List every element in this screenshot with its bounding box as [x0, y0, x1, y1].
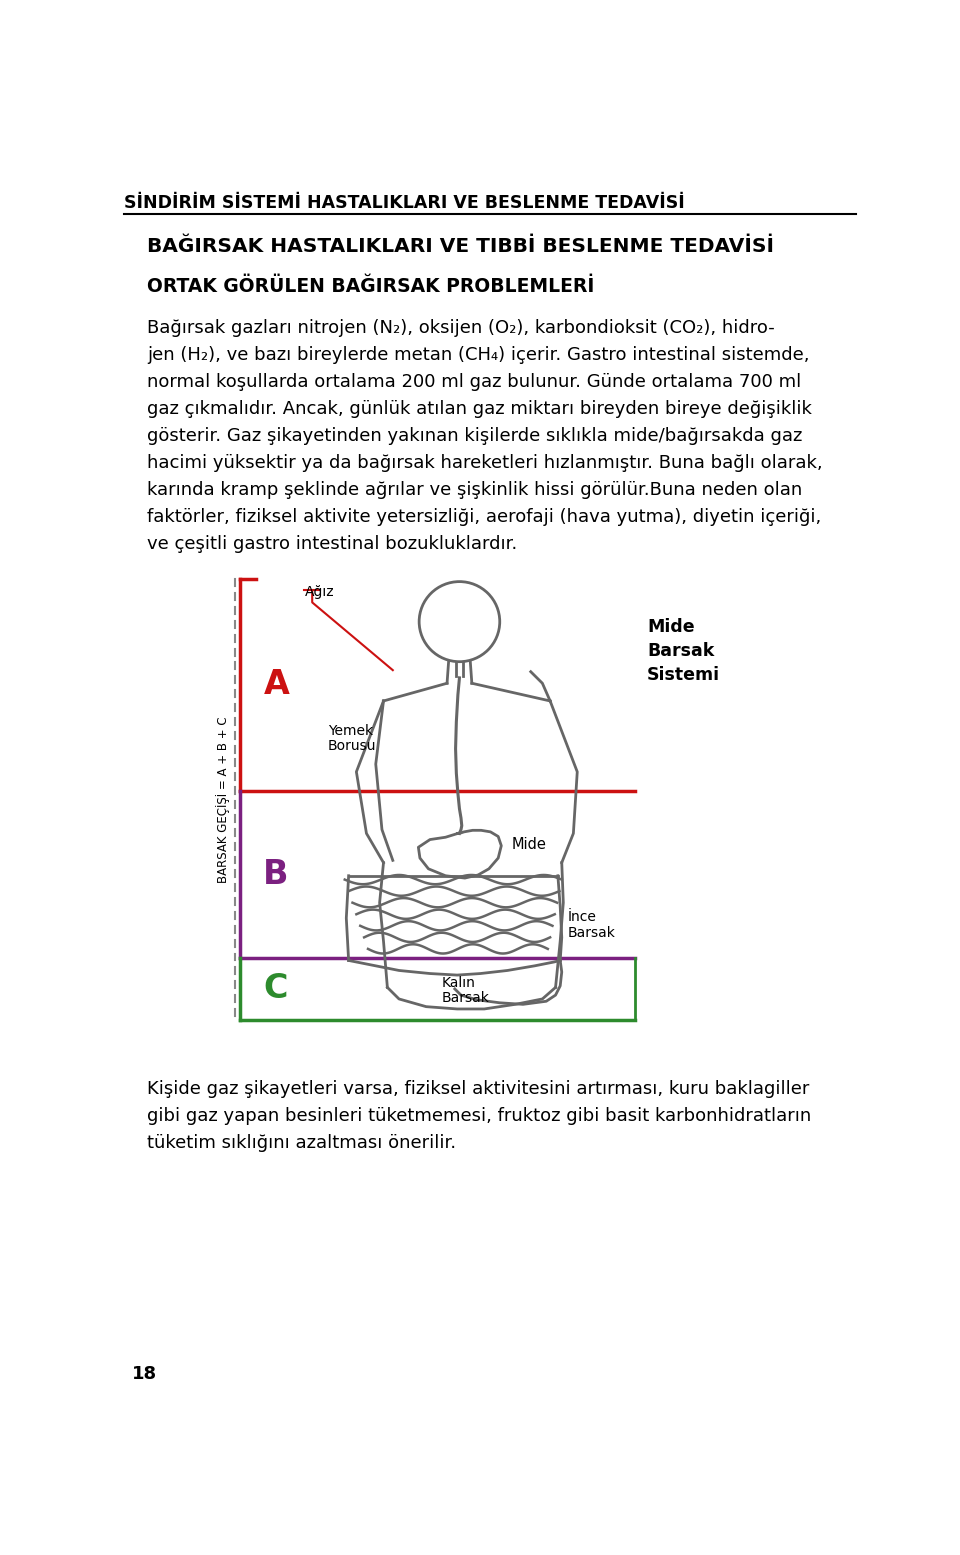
Text: Barsak: Barsak — [442, 991, 490, 1005]
Text: Borusu: Borusu — [327, 740, 376, 754]
Text: Mide: Mide — [647, 617, 695, 636]
Text: ve çeşitli gastro intestinal bozukluklardır.: ve çeşitli gastro intestinal bozukluklar… — [147, 535, 517, 552]
Text: karında kramp şeklinde ağrılar ve şişkinlik hissi görülür.Buna neden olan: karında kramp şeklinde ağrılar ve şişkin… — [147, 480, 803, 499]
Text: faktörler, fiziksel aktivite yetersizliği, aerofaji (hava yutma), diyetin içeriğ: faktörler, fiziksel aktivite yetersizliğ… — [147, 507, 822, 526]
Text: normal koşullarda ortalama 200 ml gaz bulunur. Günde ortalama 700 ml: normal koşullarda ortalama 200 ml gaz bu… — [147, 373, 802, 390]
Text: İnce: İnce — [568, 910, 597, 924]
Text: Barsak: Barsak — [647, 642, 714, 661]
Text: B: B — [263, 858, 289, 891]
Text: ORTAK GÖRÜLEN BAĞIRSAK PROBLEMLERİ: ORTAK GÖRÜLEN BAĞIRSAK PROBLEMLERİ — [147, 277, 594, 297]
Text: Ağız: Ağız — [304, 586, 334, 600]
Text: A: A — [263, 669, 289, 701]
Text: hacimi yüksektir ya da bağırsak hareketleri hızlanmıştır. Buna bağlı olarak,: hacimi yüksektir ya da bağırsak hareketl… — [147, 454, 823, 471]
Text: SİNDİRİM SİSTEMİ HASTALIKLARI VE BESLENME TEDAVİSİ: SİNDİRİM SİSTEMİ HASTALIKLARI VE BESLENM… — [124, 194, 684, 213]
Text: 18: 18 — [132, 1365, 156, 1382]
Text: BAĞIRSAK HASTALIKLARI VE TIBBİ BESLENME TEDAVİSİ: BAĞIRSAK HASTALIKLARI VE TIBBİ BESLENME … — [147, 236, 774, 255]
Text: gaz çıkmalıdır. Ancak, günlük atılan gaz miktarı bireyden bireye değişiklik: gaz çıkmalıdır. Ancak, günlük atılan gaz… — [147, 400, 812, 418]
Text: jen (H₂), ve bazı bireylerde metan (CH₄) içerir. Gastro intestinal sistemde,: jen (H₂), ve bazı bireylerde metan (CH₄)… — [147, 347, 809, 364]
Text: Sistemi: Sistemi — [647, 666, 720, 684]
Text: Kalın: Kalın — [442, 977, 475, 991]
Text: Kişide gaz şikayetleri varsa, fiziksel aktivitesini artırması, kuru baklagiller: Kişide gaz şikayetleri varsa, fiziksel a… — [147, 1079, 809, 1098]
Text: gösterir. Gaz şikayetinden yakınan kişilerde sıklıkla mide/bağırsakda gaz: gösterir. Gaz şikayetinden yakınan kişil… — [147, 426, 803, 445]
Text: BARSAK GEÇİŞİ = A + B + C: BARSAK GEÇİŞİ = A + B + C — [216, 717, 230, 883]
Text: Bağırsak gazları nitrojen (N₂), oksijen (O₂), karbondioksit (CO₂), hidro-: Bağırsak gazları nitrojen (N₂), oksijen … — [147, 319, 775, 337]
Text: tüketim sıklığını azaltması önerilir.: tüketim sıklığını azaltması önerilir. — [147, 1134, 456, 1152]
Text: gibi gaz yapan besinleri tüketmemesi, fruktoz gibi basit karbonhidratların: gibi gaz yapan besinleri tüketmemesi, fr… — [147, 1107, 811, 1124]
Text: C: C — [263, 972, 288, 1006]
Text: Barsak: Barsak — [568, 925, 615, 939]
Text: Yemek: Yemek — [327, 725, 372, 739]
Text: Mide: Mide — [512, 837, 546, 852]
